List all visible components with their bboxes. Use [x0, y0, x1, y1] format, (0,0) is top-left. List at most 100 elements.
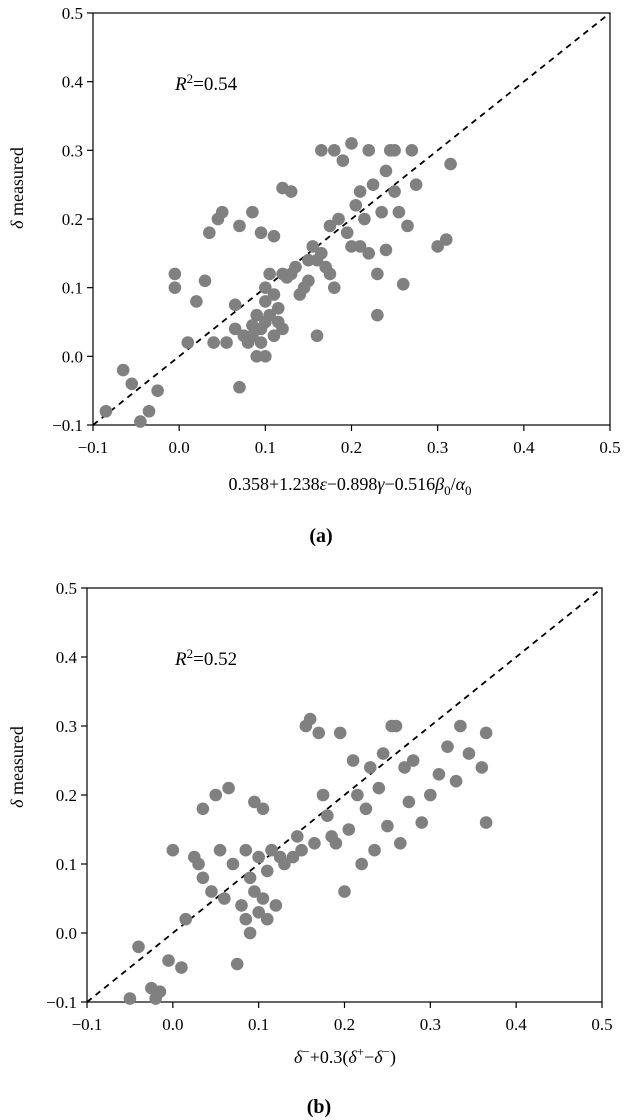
data-point-b — [256, 892, 270, 905]
x-tick-label-b: 0.0 — [162, 1015, 183, 1034]
data-point-a — [259, 350, 272, 363]
data-point-b — [269, 899, 283, 912]
data-point-b — [179, 912, 193, 926]
data-point-b — [449, 774, 463, 788]
data-point-a — [388, 144, 401, 157]
data-point-a — [392, 205, 406, 219]
data-point-a — [323, 219, 337, 233]
data-point-a — [310, 329, 324, 343]
data-point-b — [398, 761, 411, 774]
data-point-b — [256, 802, 270, 816]
data-point-a — [233, 380, 246, 394]
data-point-b — [432, 768, 446, 781]
data-point-a — [375, 205, 388, 219]
data-point-a — [439, 233, 453, 246]
data-point-a — [379, 243, 393, 257]
data-point-b — [359, 802, 373, 816]
data-point-a — [353, 240, 367, 253]
data-point-b — [222, 781, 235, 795]
data-point-a — [233, 219, 246, 233]
data-point-b — [235, 899, 248, 912]
data-point-a — [228, 322, 242, 336]
data-point-b — [213, 843, 227, 857]
data-point-a — [215, 205, 229, 219]
data-point-a — [168, 281, 182, 294]
x-tick-label-b: 0.2 — [334, 1015, 355, 1034]
data-point-a — [362, 247, 376, 260]
data-point-a — [284, 185, 298, 198]
data-point-a — [267, 288, 281, 301]
data-point-b — [441, 740, 454, 753]
data-point-b — [424, 788, 437, 802]
data-point-a — [327, 281, 341, 294]
scatter-panel-a: R2=0.54 0.358+1.238ε−0.898γ−0.516β0/α0 δ… — [7, 4, 621, 547]
data-point-a — [99, 404, 113, 418]
data-point-a — [302, 253, 315, 267]
data-point-b — [295, 843, 308, 857]
y-tick-label-b: 0.2 — [56, 786, 77, 805]
y-tick-label-a: 0.2 — [62, 210, 83, 229]
y-axis-label-b: δ measured — [7, 726, 27, 808]
data-point-a — [190, 295, 203, 308]
data-point-b — [321, 809, 334, 822]
data-point-a — [366, 178, 380, 191]
data-point-a — [315, 144, 328, 157]
x-axis-label-b: δ−+0.3(δ+−δ−) — [294, 1044, 396, 1068]
panel-label-b: (b) — [307, 1096, 331, 1118]
data-point-a — [207, 336, 220, 349]
data-point-a — [379, 164, 393, 178]
data-point-a — [345, 137, 358, 150]
data-point-a — [409, 178, 423, 191]
data-point-a — [289, 260, 302, 274]
data-point-b — [368, 843, 381, 857]
data-point-b — [218, 892, 231, 905]
data-point-a — [396, 277, 410, 291]
data-point-a — [401, 219, 414, 233]
data-point-a — [349, 198, 363, 212]
data-point-b — [376, 747, 390, 760]
data-point-b — [260, 912, 274, 926]
data-point-a — [263, 267, 276, 281]
data-point-a — [323, 267, 337, 281]
data-point-a — [302, 274, 315, 288]
data-point-a — [250, 308, 264, 322]
y-tick-label-b: −0.1 — [46, 993, 77, 1012]
y-tick-label-a: 0.5 — [62, 4, 83, 23]
data-point-a — [198, 274, 212, 288]
data-point-b — [381, 819, 394, 833]
data-point-a — [250, 350, 264, 363]
data-point-a — [267, 329, 281, 343]
data-point-b — [243, 926, 257, 940]
data-point-b — [342, 823, 356, 836]
data-point-a — [254, 336, 268, 349]
data-point-b — [230, 957, 244, 971]
data-point-b — [205, 885, 218, 898]
y-tick-label-b: 0.3 — [56, 717, 77, 736]
data-point-a — [254, 226, 268, 240]
data-point-a — [116, 363, 130, 377]
y-axis-label-a: δ measured — [7, 147, 27, 229]
data-point-b — [475, 761, 489, 774]
data-point-a — [168, 267, 182, 281]
data-point-a — [353, 185, 367, 198]
data-point-b — [123, 992, 137, 1005]
y-tick-label-a: 0.0 — [62, 347, 83, 366]
data-point-b — [265, 843, 278, 857]
data-point-b — [153, 985, 167, 998]
data-point-a — [151, 384, 164, 397]
data-point-a — [259, 281, 272, 294]
data-point-a — [362, 144, 376, 157]
data-point-b — [209, 788, 223, 802]
data-point-a — [388, 185, 401, 198]
y-tick-label-a: 0.4 — [62, 73, 84, 92]
data-point-b — [389, 719, 403, 733]
panel-label-a: (a) — [309, 525, 332, 547]
x-tick-label-b: 0.1 — [248, 1015, 269, 1034]
data-point-b — [192, 857, 205, 871]
data-point-b — [312, 726, 326, 740]
data-point-b — [415, 816, 429, 829]
reference-line-a — [92, 12, 611, 426]
data-point-b — [372, 781, 386, 795]
data-point-b — [162, 954, 175, 967]
data-point-b — [290, 830, 304, 843]
